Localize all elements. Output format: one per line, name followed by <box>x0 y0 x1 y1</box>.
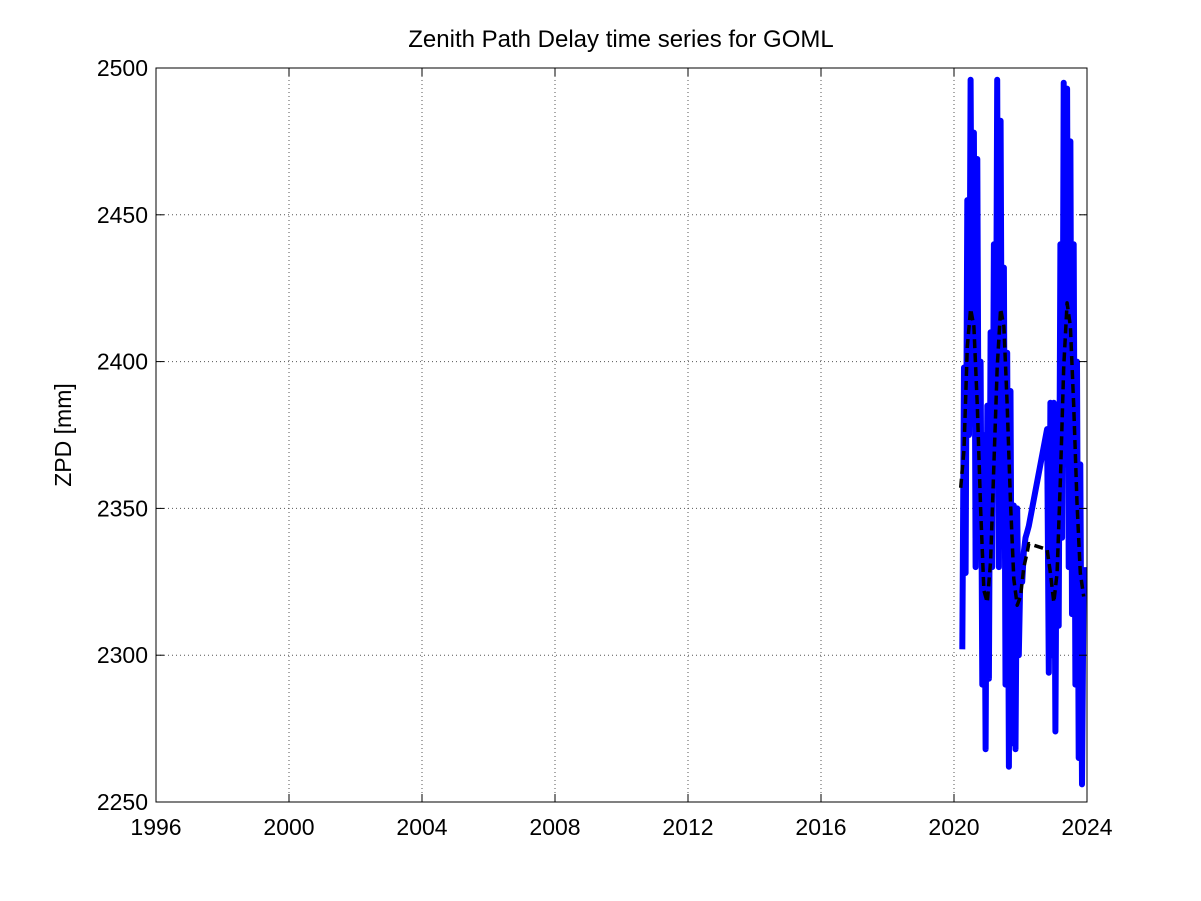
plot-frame <box>155 67 1088 803</box>
y-tick-label: 2300 <box>97 642 148 668</box>
chart-title: Zenith Path Delay time series for GOML <box>408 26 833 53</box>
axis-ticks: 1996 2000 2004 2008 2012 2016 2020 2024 2250 2300… <box>97 55 1113 840</box>
x-tick-label: 2008 <box>529 814 580 840</box>
x-tick-label: 2016 <box>795 814 846 840</box>
zpd-line <box>959 76 1087 788</box>
x-tick-label: 1996 <box>130 814 181 840</box>
y-axis-label: ZPD [mm] <box>50 383 76 487</box>
x-tick-label: 2012 <box>662 814 713 840</box>
y-tick-label: 2450 <box>97 202 148 228</box>
y-tick-label: 2500 <box>97 55 148 81</box>
data-series <box>958 76 1087 788</box>
x-tick-label: 2000 <box>263 814 314 840</box>
y-tick-label: 2350 <box>97 495 148 521</box>
trend-line <box>958 301 1086 608</box>
y-tick-label: 2400 <box>97 349 148 375</box>
x-tick-label: 2004 <box>396 814 447 840</box>
y-tick-label: 2250 <box>97 789 148 815</box>
x-tick-label: 2024 <box>1061 814 1112 840</box>
x-tick-label: 2020 <box>928 814 979 840</box>
